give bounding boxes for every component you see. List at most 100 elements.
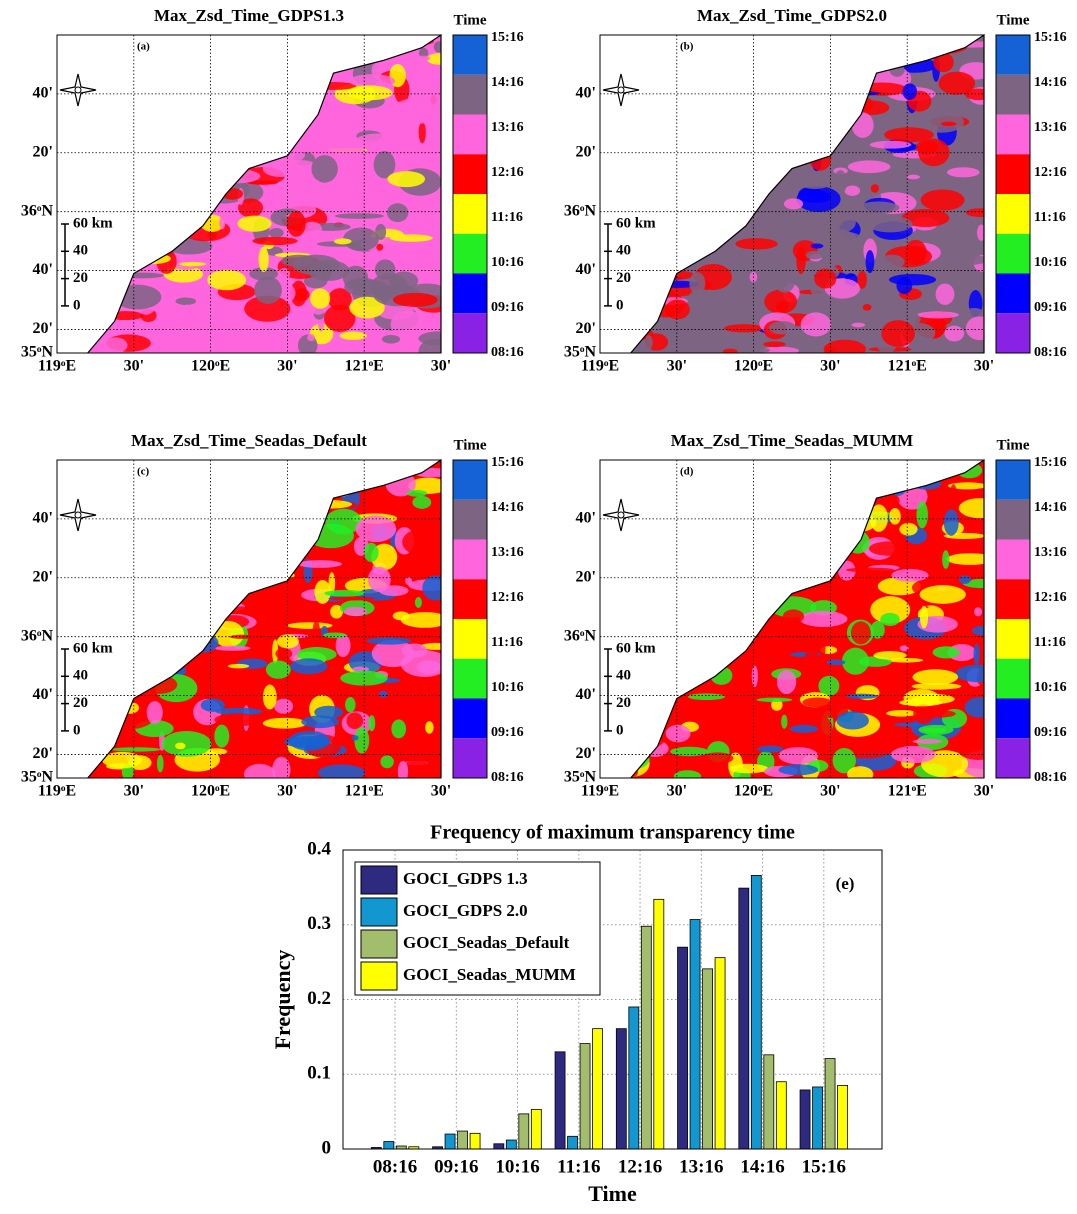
bar xyxy=(812,1086,823,1150)
map-patch xyxy=(420,216,441,240)
scale-label: 0 xyxy=(73,722,81,738)
lat-label: 40' xyxy=(576,510,596,527)
colorbar-segment xyxy=(453,619,487,659)
map-patch xyxy=(815,704,849,719)
map-patch xyxy=(254,276,282,304)
map-patch xyxy=(286,622,333,629)
map-patch xyxy=(873,651,907,660)
map-patch xyxy=(387,171,426,188)
compass-center xyxy=(617,86,625,94)
map-patch xyxy=(751,665,758,688)
map-patch xyxy=(720,692,767,721)
colorbar-segment xyxy=(996,460,1030,500)
map-patch xyxy=(363,758,384,777)
map-patch xyxy=(414,597,422,609)
map-patch xyxy=(879,215,893,221)
map-patch xyxy=(833,170,848,194)
map-patch xyxy=(373,151,396,179)
map-patch xyxy=(805,250,824,260)
lat-label: 36ᵒN xyxy=(21,202,54,219)
lat-label: 35ᵒN xyxy=(21,344,54,361)
map-patch xyxy=(941,254,984,266)
map-patch xyxy=(778,764,819,776)
colorbar-title: Time xyxy=(996,12,1029,28)
lat-label: 20' xyxy=(576,143,596,160)
bar xyxy=(554,1051,566,1150)
map-patch xyxy=(965,316,984,341)
map-patch xyxy=(244,295,291,322)
lat-label: 40' xyxy=(33,85,53,102)
map-patch xyxy=(371,639,415,668)
lon-label: 121ᵒE xyxy=(888,358,927,375)
map-patch xyxy=(974,607,983,617)
map-patch xyxy=(845,567,894,573)
map-patch xyxy=(156,754,164,773)
map-patch xyxy=(311,155,338,183)
lat-label: 35ᵒN xyxy=(564,769,597,786)
bar xyxy=(592,1028,603,1150)
scale-label: 60 km xyxy=(73,640,113,656)
colorbar-title: Time xyxy=(996,437,1029,453)
map-patch xyxy=(783,198,804,210)
colorbar-segment xyxy=(453,738,487,778)
lat-label: 40' xyxy=(576,686,596,703)
map-patch xyxy=(702,752,734,764)
map-patch xyxy=(323,304,356,332)
map-patch xyxy=(796,246,806,275)
map-patch xyxy=(290,658,328,675)
map-patch xyxy=(973,643,980,666)
map-patch xyxy=(344,277,381,296)
map-patch xyxy=(802,697,833,708)
map-patch xyxy=(919,111,965,133)
colorbar-label: 09:16 xyxy=(491,300,524,315)
colorbar-label: 11:16 xyxy=(491,635,523,650)
map-patch xyxy=(324,589,366,597)
map-patch xyxy=(146,701,163,725)
panel-label: (d) xyxy=(680,466,694,478)
map-patch xyxy=(290,280,307,307)
colorbar-label: 11:16 xyxy=(491,210,523,225)
colorbar-segment xyxy=(453,114,487,155)
bar xyxy=(579,1043,591,1150)
bar xyxy=(714,957,726,1150)
map-patch xyxy=(965,278,984,283)
map-patch xyxy=(893,722,928,727)
map-patch xyxy=(179,287,208,299)
scale-label: 40 xyxy=(616,243,631,259)
map-title: Max_Zsd_Time_GDPS2.0 xyxy=(697,6,887,25)
map-patch xyxy=(850,621,871,645)
map-patch xyxy=(418,121,426,144)
axes-frame xyxy=(342,849,883,1150)
colorbar-segment xyxy=(996,658,1030,699)
panel-label: (a) xyxy=(137,41,150,53)
map-patch xyxy=(790,634,826,641)
colorbar-segment xyxy=(996,35,1030,75)
map-patch xyxy=(944,325,965,342)
lat-label: 20' xyxy=(576,745,596,762)
map-patch xyxy=(223,669,235,691)
map-patch xyxy=(397,760,409,778)
bar xyxy=(615,1028,627,1150)
map-patch xyxy=(262,160,299,178)
map-patch xyxy=(352,666,369,672)
colorbar-label: 08:16 xyxy=(491,770,524,785)
map-patch xyxy=(891,568,929,582)
map-patch xyxy=(351,735,359,741)
map-patch xyxy=(901,208,950,228)
colorbar-segment xyxy=(453,273,487,314)
lat-label: 40' xyxy=(576,85,596,102)
map-patch xyxy=(947,482,984,490)
map-patch xyxy=(862,304,872,311)
map-patch xyxy=(161,731,212,757)
x-tick-label: 10:16 xyxy=(495,1156,539,1177)
map-patch xyxy=(341,568,357,574)
map-patch xyxy=(959,290,968,298)
map-patch xyxy=(425,86,441,112)
lon-label: 30' xyxy=(667,358,687,375)
map-patch xyxy=(418,47,429,59)
legend-swatch xyxy=(360,929,398,959)
map-patch xyxy=(389,234,433,242)
lat-label: 36ᵒN xyxy=(564,202,597,219)
map-patch xyxy=(219,215,226,230)
lat-label: 20' xyxy=(576,320,596,337)
